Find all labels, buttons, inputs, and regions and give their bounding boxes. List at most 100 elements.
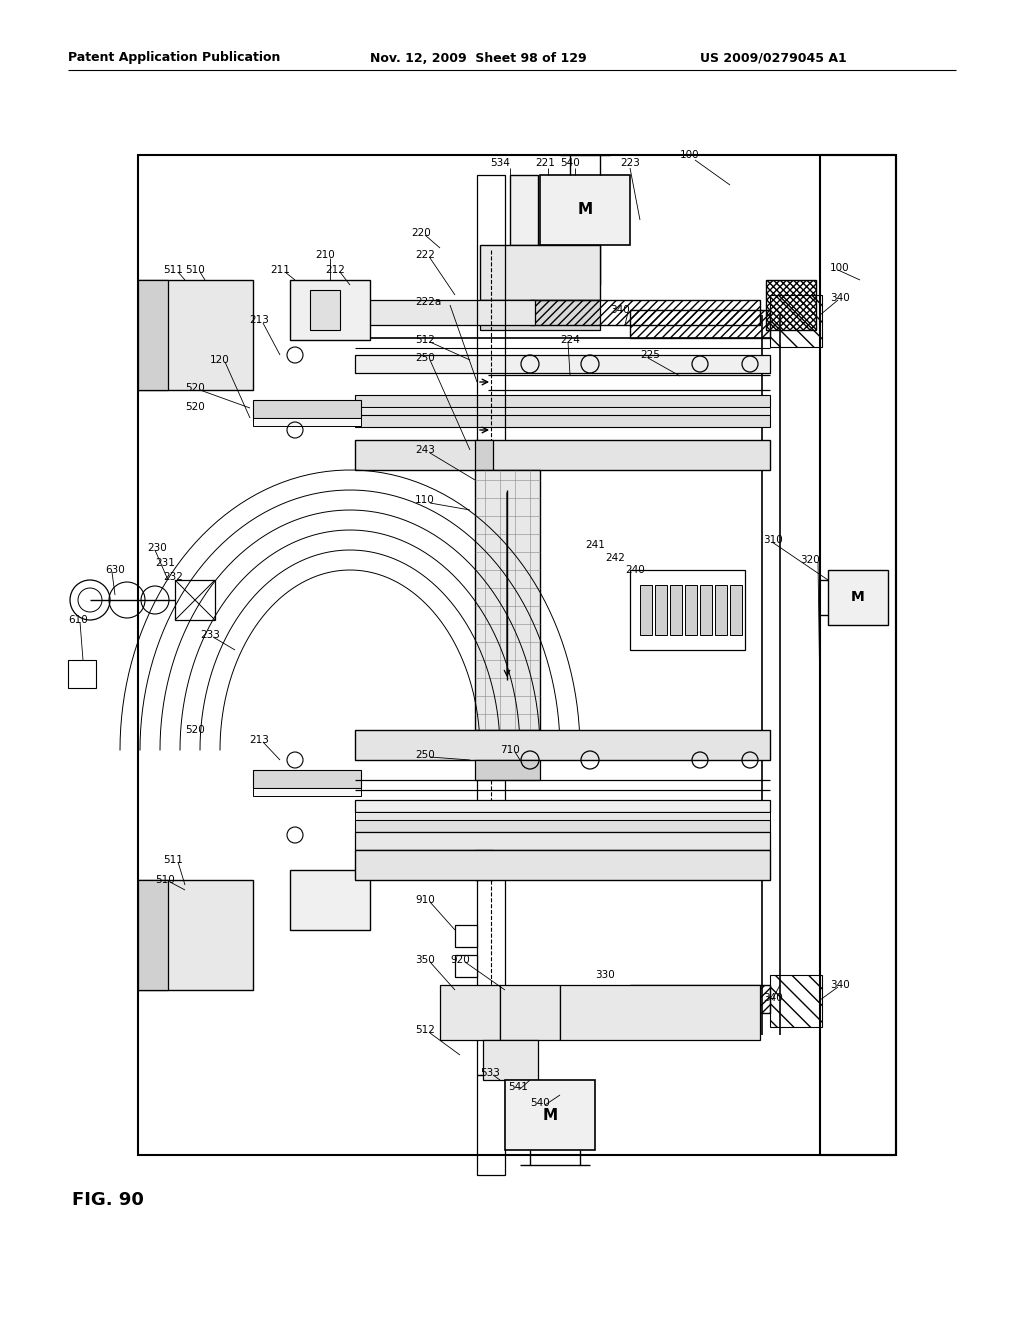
Text: M: M <box>543 1107 557 1122</box>
Text: 243: 243 <box>415 445 435 455</box>
Text: FIG. 90: FIG. 90 <box>72 1191 144 1209</box>
Text: 340: 340 <box>830 979 850 990</box>
Bar <box>175 579 215 620</box>
Bar <box>480 300 600 330</box>
Text: 250: 250 <box>415 352 435 363</box>
Bar <box>477 1074 505 1175</box>
Bar <box>630 570 745 649</box>
Bar <box>455 925 477 946</box>
Text: US 2009/0279045 A1: US 2009/0279045 A1 <box>700 51 847 65</box>
Text: 340: 340 <box>830 293 850 304</box>
Text: 630: 630 <box>105 565 125 576</box>
Text: 520: 520 <box>185 725 205 735</box>
Text: 610: 610 <box>68 615 88 624</box>
Text: 340: 340 <box>610 305 630 315</box>
Text: 213: 213 <box>249 315 269 325</box>
Text: Patent Application Publication: Patent Application Publication <box>68 51 281 65</box>
Bar <box>475 440 493 470</box>
Text: 512: 512 <box>415 335 435 345</box>
Text: 710: 710 <box>500 744 520 755</box>
Bar <box>138 280 168 389</box>
Bar <box>770 975 822 1027</box>
Text: 520: 520 <box>185 403 205 412</box>
Text: 350: 350 <box>415 954 435 965</box>
Bar <box>355 812 770 820</box>
Bar <box>560 985 760 1040</box>
Text: 223: 223 <box>620 158 640 168</box>
Bar <box>290 280 370 341</box>
Text: 340: 340 <box>763 993 782 1003</box>
Bar <box>630 310 770 338</box>
Text: 221: 221 <box>535 158 555 168</box>
Bar <box>253 770 361 788</box>
Text: 540: 540 <box>560 158 580 168</box>
Text: 534: 534 <box>490 158 510 168</box>
Text: 220: 220 <box>411 228 431 238</box>
Bar <box>655 585 667 635</box>
Bar <box>68 660 96 688</box>
Bar <box>138 880 253 990</box>
Bar <box>455 954 477 977</box>
Bar <box>355 832 770 850</box>
Text: Nov. 12, 2009  Sheet 98 of 129: Nov. 12, 2009 Sheet 98 of 129 <box>370 51 587 65</box>
Bar <box>138 280 253 389</box>
Text: M: M <box>851 590 865 605</box>
Text: 520: 520 <box>185 383 205 393</box>
Text: 222: 222 <box>415 249 435 260</box>
Text: 511: 511 <box>163 855 183 865</box>
Bar <box>253 400 361 418</box>
Bar <box>540 176 630 246</box>
Bar <box>475 760 540 780</box>
Bar <box>475 850 493 880</box>
Text: 224: 224 <box>560 335 580 345</box>
Text: 541: 541 <box>508 1082 528 1092</box>
Bar <box>355 355 770 374</box>
Text: 512: 512 <box>415 1026 435 1035</box>
Bar <box>828 570 888 624</box>
Text: 310: 310 <box>763 535 782 545</box>
Text: 540: 540 <box>530 1098 550 1107</box>
Bar <box>530 300 760 325</box>
Text: 510: 510 <box>155 875 175 884</box>
Bar <box>700 585 712 635</box>
Text: 910: 910 <box>415 895 435 906</box>
Bar <box>477 176 505 1074</box>
Text: 213: 213 <box>249 735 269 744</box>
Text: 233: 233 <box>200 630 220 640</box>
Bar <box>355 300 535 325</box>
Bar <box>480 246 600 300</box>
Bar <box>440 985 500 1040</box>
Text: 100: 100 <box>830 263 850 273</box>
Bar <box>355 414 770 426</box>
Bar <box>475 470 540 730</box>
Bar <box>770 294 822 347</box>
Bar <box>730 585 742 635</box>
Bar <box>355 395 770 407</box>
Bar <box>355 407 770 414</box>
Text: 330: 330 <box>595 970 614 979</box>
Text: 100: 100 <box>680 150 699 160</box>
Text: 250: 250 <box>415 750 435 760</box>
Bar <box>253 418 361 426</box>
Text: 222a: 222a <box>415 297 441 308</box>
Text: 241: 241 <box>585 540 605 550</box>
Text: M: M <box>578 202 593 218</box>
Bar <box>715 585 727 635</box>
Bar <box>766 280 816 330</box>
Bar <box>500 985 560 1040</box>
Bar <box>253 788 361 796</box>
Text: 212: 212 <box>325 265 345 275</box>
Text: 240: 240 <box>625 565 645 576</box>
Text: 920: 920 <box>450 954 470 965</box>
Bar <box>138 880 168 990</box>
Text: 210: 210 <box>315 249 335 260</box>
Bar <box>505 1080 595 1150</box>
Bar <box>290 870 370 931</box>
Bar <box>640 585 652 635</box>
Text: 230: 230 <box>147 543 167 553</box>
Bar <box>355 850 770 880</box>
Text: 225: 225 <box>640 350 659 360</box>
Bar <box>355 730 770 760</box>
Bar <box>670 585 682 635</box>
Text: 320: 320 <box>800 554 820 565</box>
